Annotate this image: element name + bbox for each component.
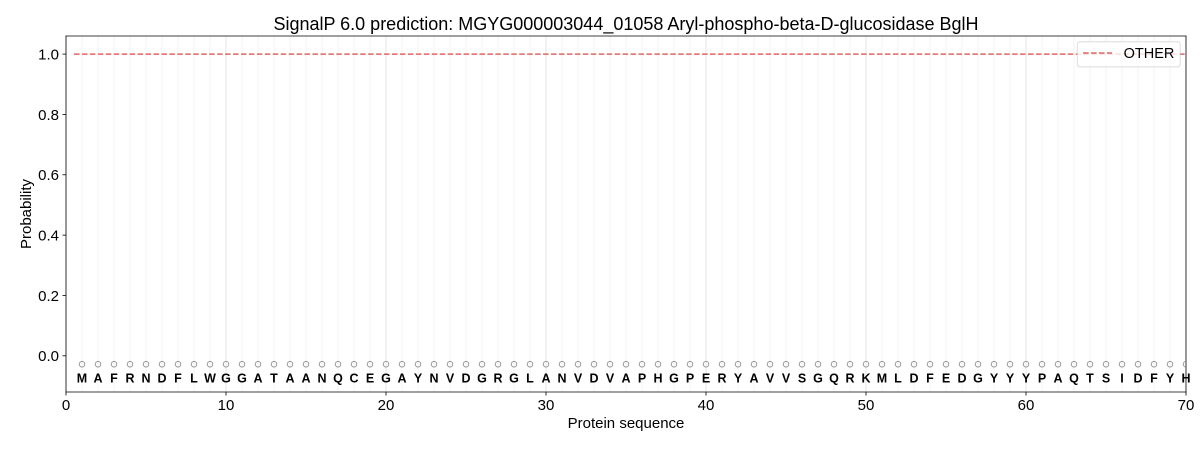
svg-text:P: P xyxy=(686,371,694,385)
svg-text:V: V xyxy=(782,371,791,385)
svg-text:G: G xyxy=(973,371,983,385)
svg-text:20: 20 xyxy=(378,397,395,414)
svg-text:E: E xyxy=(366,371,374,385)
svg-text:Protein sequence: Protein sequence xyxy=(568,415,685,432)
svg-text:G: G xyxy=(221,371,231,385)
svg-text:R: R xyxy=(717,371,726,385)
svg-text:Y: Y xyxy=(734,371,743,385)
svg-text:A: A xyxy=(621,371,630,385)
svg-text:G: G xyxy=(237,371,247,385)
svg-text:G: G xyxy=(813,371,823,385)
svg-text:A: A xyxy=(749,371,758,385)
svg-text:D: D xyxy=(157,371,166,385)
svg-text:V: V xyxy=(574,371,583,385)
svg-text:C: C xyxy=(349,371,358,385)
svg-text:P: P xyxy=(1038,371,1046,385)
svg-text:A: A xyxy=(93,371,102,385)
svg-text:H: H xyxy=(653,371,662,385)
svg-text:Q: Q xyxy=(333,371,343,385)
svg-text:V: V xyxy=(606,371,615,385)
svg-text:Y: Y xyxy=(1006,371,1015,385)
svg-text:K: K xyxy=(861,371,870,385)
svg-text:D: D xyxy=(909,371,918,385)
svg-text:E: E xyxy=(942,371,950,385)
svg-text:0.2: 0.2 xyxy=(38,288,59,305)
svg-text:I: I xyxy=(1120,371,1123,385)
svg-text:N: N xyxy=(141,371,150,385)
svg-text:P: P xyxy=(638,371,646,385)
svg-text:A: A xyxy=(541,371,550,385)
svg-text:40: 40 xyxy=(698,397,715,414)
svg-text:Y: Y xyxy=(1166,371,1175,385)
svg-text:Y: Y xyxy=(1022,371,1031,385)
svg-text:A: A xyxy=(1053,371,1062,385)
svg-text:30: 30 xyxy=(538,397,555,414)
svg-text:0.0: 0.0 xyxy=(38,348,59,365)
svg-text:0: 0 xyxy=(62,397,70,414)
svg-text:A: A xyxy=(253,371,262,385)
svg-text:Y: Y xyxy=(990,371,999,385)
svg-text:F: F xyxy=(926,371,934,385)
svg-text:R: R xyxy=(845,371,854,385)
svg-text:10: 10 xyxy=(218,397,235,414)
svg-text:D: D xyxy=(957,371,966,385)
svg-text:R: R xyxy=(493,371,502,385)
svg-text:0.6: 0.6 xyxy=(38,167,59,184)
svg-text:1.0: 1.0 xyxy=(38,47,59,64)
svg-text:50: 50 xyxy=(858,397,875,414)
svg-text:D: D xyxy=(589,371,598,385)
svg-text:T: T xyxy=(270,371,278,385)
svg-text:Q: Q xyxy=(1069,371,1079,385)
svg-text:S: S xyxy=(1102,371,1110,385)
svg-text:L: L xyxy=(894,371,902,385)
svg-text:T: T xyxy=(1086,371,1094,385)
svg-text:F: F xyxy=(1150,371,1158,385)
svg-text:0.4: 0.4 xyxy=(38,228,59,245)
svg-text:70: 70 xyxy=(1178,397,1195,414)
svg-text:V: V xyxy=(446,371,455,385)
svg-text:Q: Q xyxy=(829,371,839,385)
svg-text:SignalP 6.0 prediction: MGYG00: SignalP 6.0 prediction: MGYG000003044_01… xyxy=(273,14,978,35)
svg-text:60: 60 xyxy=(1018,397,1035,414)
svg-text:H: H xyxy=(1181,371,1190,385)
svg-text:D: D xyxy=(1133,371,1142,385)
svg-text:0.8: 0.8 xyxy=(38,107,59,124)
svg-text:Y: Y xyxy=(414,371,423,385)
svg-text:R: R xyxy=(125,371,134,385)
svg-text:Probability: Probability xyxy=(18,178,35,249)
svg-text:M: M xyxy=(877,371,887,385)
svg-text:D: D xyxy=(461,371,470,385)
svg-text:A: A xyxy=(397,371,406,385)
svg-text:M: M xyxy=(77,371,87,385)
svg-text:G: G xyxy=(509,371,519,385)
svg-text:F: F xyxy=(110,371,118,385)
svg-text:S: S xyxy=(798,371,806,385)
svg-text:A: A xyxy=(285,371,294,385)
svg-text:G: G xyxy=(669,371,679,385)
svg-text:N: N xyxy=(429,371,438,385)
svg-text:N: N xyxy=(557,371,566,385)
svg-text:G: G xyxy=(477,371,487,385)
svg-text:E: E xyxy=(702,371,710,385)
svg-text:OTHER: OTHER xyxy=(1124,46,1175,62)
svg-text:A: A xyxy=(301,371,310,385)
svg-text:F: F xyxy=(174,371,182,385)
svg-text:W: W xyxy=(204,371,216,385)
svg-text:L: L xyxy=(190,371,198,385)
svg-text:N: N xyxy=(317,371,326,385)
svg-text:G: G xyxy=(381,371,391,385)
svg-text:V: V xyxy=(766,371,775,385)
svg-text:L: L xyxy=(526,371,534,385)
